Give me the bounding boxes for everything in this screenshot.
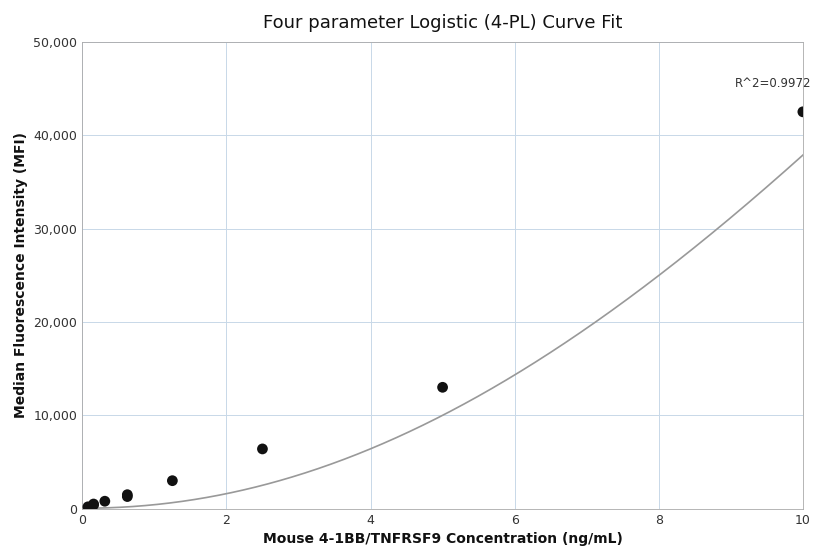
Text: R^2=0.9972: R^2=0.9972 (735, 77, 811, 90)
Point (255, 445, 269, 454)
Point (87, 501, 100, 510)
Point (121, 490, 134, 499)
Y-axis label: Median Fluorescence Intensity (MFI): Median Fluorescence Intensity (MFI) (14, 132, 28, 418)
Point (121, 492, 134, 501)
Point (436, 383, 449, 392)
X-axis label: Mouse 4-1BB/TNFRSF9 Concentration (ng/mL): Mouse 4-1BB/TNFRSF9 Concentration (ng/mL… (263, 532, 622, 546)
Point (796, 108, 810, 116)
Point (82, 502, 95, 511)
Point (87, 500, 100, 508)
Point (166, 476, 179, 485)
Title: Four parameter Logistic (4-PL) Curve Fit: Four parameter Logistic (4-PL) Curve Fit (263, 14, 622, 32)
Point (98, 497, 111, 506)
